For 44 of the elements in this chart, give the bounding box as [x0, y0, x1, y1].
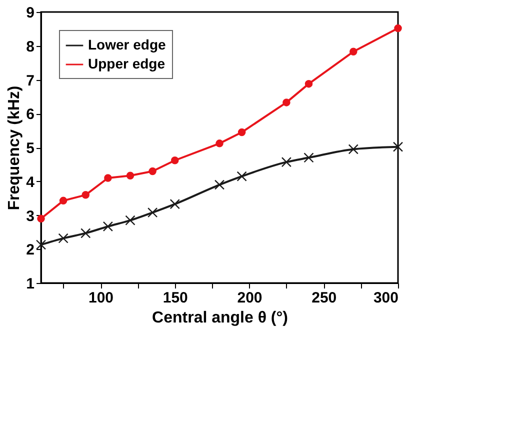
x-tick-label: 150	[162, 290, 188, 306]
y-tick-label: 3	[26, 208, 34, 225]
x-tick-label: 300	[373, 290, 398, 306]
point	[281, 156, 292, 168]
point	[82, 191, 90, 199]
legend-label: Upper edge	[88, 56, 166, 72]
y-tick-label: 9	[26, 4, 34, 22]
point	[214, 180, 225, 190]
point	[304, 152, 314, 163]
y-tick-label: 7	[26, 72, 34, 90]
y-tick-label: 5	[26, 140, 34, 157]
point	[104, 174, 112, 182]
point	[282, 98, 290, 106]
y-tick-label: 1	[26, 276, 34, 292]
point	[350, 48, 358, 56]
point	[147, 207, 158, 218]
point	[102, 221, 114, 232]
point	[171, 156, 179, 164]
y-tick-label: 8	[26, 38, 34, 56]
x-axis-title: Central angle θ (°)	[152, 310, 288, 326]
legend-label: Lower edge	[88, 36, 166, 52]
x-tick-label: 250	[312, 290, 337, 306]
point	[304, 80, 313, 88]
point	[37, 214, 45, 223]
point	[216, 140, 224, 148]
point	[392, 142, 404, 152]
x-tick-label: 200	[237, 290, 262, 306]
y-tick-label: 4	[26, 174, 36, 191]
y-axis-title: Frequency (kHz)	[6, 86, 24, 210]
point	[36, 240, 46, 250]
point	[348, 144, 358, 154]
point	[58, 233, 68, 244]
point	[238, 128, 246, 136]
point	[394, 24, 402, 32]
point	[236, 171, 247, 182]
y-tick-label: 2	[26, 242, 34, 259]
point	[59, 196, 68, 205]
point	[80, 228, 91, 238]
point	[126, 172, 134, 180]
point	[170, 199, 180, 210]
y-tick-label: 6	[26, 106, 34, 124]
x-tick-label: 100	[88, 290, 114, 306]
point	[125, 215, 136, 226]
point	[148, 167, 156, 176]
